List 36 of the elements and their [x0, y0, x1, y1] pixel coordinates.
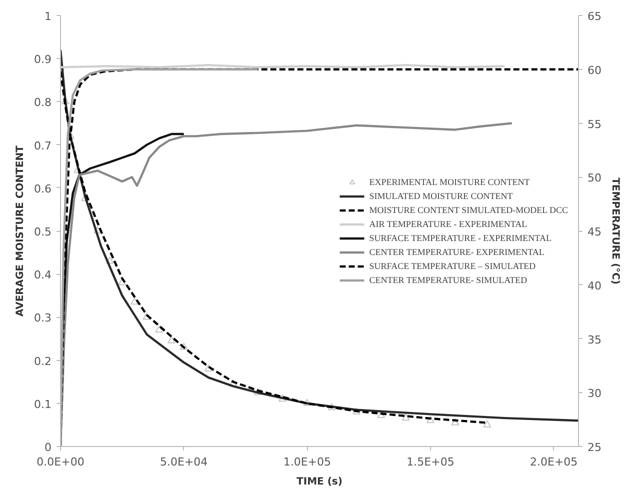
y-tick-label: 0: [44, 441, 52, 454]
y-tick-label: 0.2: [34, 354, 52, 368]
y-axis-title: AVERAGE MOISTURE CONTENT: [15, 145, 26, 316]
legend-label: EXPERIMENTAL MOISTURE CONTENT: [369, 176, 530, 188]
y-tick-label: 0.4: [34, 268, 52, 282]
x-axis-title: TIME (s): [296, 476, 342, 488]
legend-label: AIR TEMPERATURE - EXPERIMENTAL: [369, 218, 528, 230]
y2-tick-label: 40: [588, 279, 602, 292]
y-tick-label: 0.5: [34, 226, 52, 238]
legend-label: CENTER TEMPERATURE- SIMULATED: [369, 274, 528, 286]
x-tick-label: 5.0E+04: [160, 456, 208, 468]
legend-label: SIMULATED MOISTURE CONTENT: [369, 190, 513, 202]
y-tick-label: 1: [44, 10, 52, 23]
y2-tick-label: 25: [588, 441, 602, 454]
y2-axis-title: TEMPERATURE (°C): [609, 178, 620, 284]
legend-label: SURFACE TEMPERATURE – SIMULATED: [369, 260, 536, 272]
y2-tick-label: 35: [588, 333, 602, 346]
x-tick-label: 1.5E+05: [406, 456, 454, 468]
y2-tick-label: 65: [588, 10, 602, 23]
y-tick-label: 0.6: [34, 182, 52, 196]
y-tick-label: 0.3: [34, 312, 52, 325]
y2-tick-label: 45: [588, 226, 602, 238]
y-tick-label: 0.9: [34, 53, 52, 66]
x-tick-label: 2.0E+05: [530, 456, 578, 468]
y2-tick-label: 60: [588, 64, 602, 77]
y-tick-label: 0.7: [34, 139, 52, 152]
legend-label: CENTER TEMPERATURE- EXPERIMENTAL: [369, 246, 544, 258]
y2-tick-label: 50: [588, 172, 602, 185]
x-tick-label: 0.0E+00: [36, 456, 84, 468]
y-tick-label: 0.8: [34, 96, 52, 110]
legend-label: SURFACE TEMPERATURE - EXPERIMENTAL: [369, 232, 552, 244]
legend-label: MOISTURE CONTENT SIMULATED-MODEL DCC: [369, 204, 568, 216]
y2-tick-label: 55: [588, 118, 602, 131]
x-tick-label: 1.0E+05: [283, 456, 332, 468]
y-tick-label: 0.1: [34, 398, 52, 411]
y2-tick-label: 30: [588, 387, 602, 400]
